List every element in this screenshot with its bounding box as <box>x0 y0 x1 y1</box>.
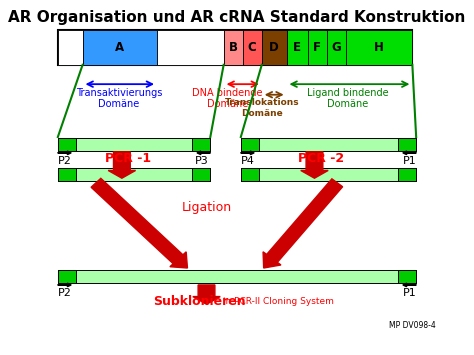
Bar <box>192 138 210 151</box>
Bar <box>346 29 412 65</box>
Text: Ligand bindende
Domäne: Ligand bindende Domäne <box>307 88 388 109</box>
FancyArrow shape <box>197 151 210 155</box>
Bar <box>58 168 210 181</box>
Bar <box>58 270 416 283</box>
Bar <box>58 138 210 151</box>
Bar <box>241 138 416 151</box>
Bar <box>157 29 224 65</box>
Bar <box>262 29 287 65</box>
Bar <box>241 168 259 181</box>
Text: P3: P3 <box>195 155 209 165</box>
Polygon shape <box>108 152 136 178</box>
FancyArrow shape <box>403 283 416 287</box>
FancyArrow shape <box>58 283 71 287</box>
Text: P2: P2 <box>58 288 72 298</box>
Bar <box>82 29 157 65</box>
Bar <box>241 138 259 151</box>
Text: PCR -1: PCR -1 <box>106 152 152 165</box>
Polygon shape <box>263 179 343 268</box>
Bar <box>58 138 76 151</box>
FancyArrow shape <box>58 151 71 155</box>
Bar <box>398 168 416 181</box>
Polygon shape <box>301 152 328 178</box>
Text: AR Organisation und AR cRNA Standard Konstruktion: AR Organisation und AR cRNA Standard Kon… <box>9 10 465 25</box>
Text: P2: P2 <box>58 155 72 165</box>
Bar <box>398 138 416 151</box>
FancyArrow shape <box>403 151 416 155</box>
Text: D: D <box>269 41 279 54</box>
Polygon shape <box>91 178 187 268</box>
Bar <box>241 168 416 181</box>
Bar <box>58 29 82 65</box>
Text: PCR -2: PCR -2 <box>298 152 344 165</box>
Text: E: E <box>293 41 301 54</box>
Text: P4: P4 <box>241 155 255 165</box>
Text: in PCR-II Cloning System: in PCR-II Cloning System <box>220 297 334 306</box>
Text: Ligation: Ligation <box>182 201 232 214</box>
Bar <box>243 29 262 65</box>
Bar <box>192 168 210 181</box>
FancyArrow shape <box>241 151 254 155</box>
Bar <box>287 29 308 65</box>
Text: C: C <box>248 41 256 54</box>
Polygon shape <box>193 285 220 304</box>
Text: Subklonieren: Subklonieren <box>153 295 246 308</box>
Text: G: G <box>331 41 341 54</box>
Text: H: H <box>374 41 384 54</box>
Text: P1: P1 <box>403 288 417 298</box>
Text: DNA bindende
Domäne: DNA bindende Domäne <box>192 88 263 109</box>
Bar <box>224 29 243 65</box>
Bar <box>327 29 346 65</box>
Text: F: F <box>313 41 321 54</box>
Text: A: A <box>115 41 124 54</box>
Bar <box>58 29 412 65</box>
Text: MP DV098-4: MP DV098-4 <box>390 321 436 330</box>
Bar <box>398 270 416 283</box>
Text: B: B <box>228 41 237 54</box>
Bar <box>58 270 76 283</box>
Bar <box>58 168 76 181</box>
Text: P1: P1 <box>403 155 417 165</box>
Text: Transaktivierungs
Domäne: Transaktivierungs Domäne <box>76 88 162 109</box>
Text: Translokations
Domäne: Translokations Domäne <box>225 98 299 118</box>
Bar <box>308 29 327 65</box>
